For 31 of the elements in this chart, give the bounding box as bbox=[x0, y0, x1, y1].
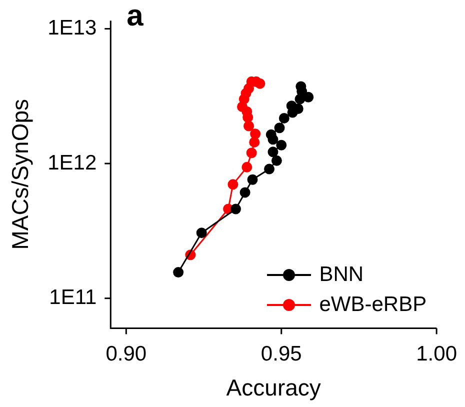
point bbox=[276, 140, 287, 150]
y-tick-label: 1E13 bbox=[48, 16, 97, 40]
y-tick-label: 1E12 bbox=[48, 151, 97, 174]
chart-title: a bbox=[126, 0, 144, 32]
y-axis-title: MACs/SynOps bbox=[7, 98, 34, 250]
point bbox=[244, 120, 254, 132]
point bbox=[264, 164, 275, 174]
y-tick-label: 1E11 bbox=[49, 286, 97, 310]
legend-label: BNN bbox=[319, 263, 364, 288]
point bbox=[266, 129, 276, 140]
point bbox=[271, 155, 282, 166]
x-tick-label: 1.00 bbox=[416, 342, 457, 366]
point bbox=[246, 148, 257, 158]
point bbox=[249, 136, 260, 148]
point bbox=[303, 92, 314, 102]
point bbox=[173, 267, 184, 278]
point bbox=[247, 174, 258, 185]
x-tick-label: 0.90 bbox=[106, 342, 147, 366]
point bbox=[242, 162, 252, 172]
x-tick-label: 0.95 bbox=[260, 342, 302, 366]
point bbox=[196, 228, 207, 238]
point bbox=[240, 187, 250, 198]
point bbox=[228, 179, 238, 190]
legend-label: eWB-eRBP bbox=[319, 293, 427, 318]
point bbox=[268, 146, 278, 158]
point bbox=[250, 128, 261, 140]
point bbox=[274, 122, 285, 134]
point bbox=[254, 78, 266, 89]
point bbox=[278, 112, 290, 124]
point bbox=[230, 204, 241, 214]
x-axis-title: Accuracy bbox=[226, 374, 322, 401]
